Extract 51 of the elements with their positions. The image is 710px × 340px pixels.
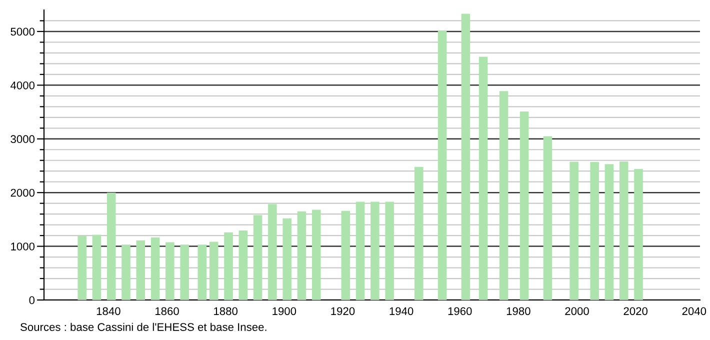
bar: [570, 162, 578, 300]
y-tick-label: 3000: [10, 135, 35, 144]
bar: [619, 161, 628, 300]
bar: [198, 244, 207, 300]
bar: [312, 210, 321, 300]
x-tick-label: 2000: [565, 307, 589, 316]
y-tick-label: 2000: [10, 188, 35, 197]
bar: [478, 56, 488, 300]
bar: [150, 237, 160, 300]
bar: [414, 166, 424, 300]
bar: [634, 168, 643, 300]
x-tick-label: 2040: [682, 307, 706, 316]
bar: [370, 202, 380, 300]
x-tick-label: 1860: [155, 307, 179, 316]
bar: [106, 192, 116, 300]
bar: [253, 215, 262, 300]
bar: [78, 236, 86, 300]
bar: [268, 204, 277, 300]
bar: [209, 242, 218, 300]
x-tick-label: 1920: [331, 307, 355, 316]
x-tick-label: 1940: [390, 307, 414, 316]
x-tick-label: 1980: [506, 307, 530, 316]
bar: [238, 230, 248, 300]
bar: [180, 244, 189, 300]
bar: [282, 218, 292, 300]
bar: [166, 242, 174, 300]
y-tick-label: 5000: [10, 28, 35, 36]
bar: [543, 136, 552, 300]
bar: [461, 14, 470, 300]
bar: [590, 162, 599, 300]
bar: [341, 210, 350, 300]
bar: [499, 91, 508, 300]
x-tick-label: 1840: [96, 307, 120, 316]
y-tick-label: 0: [29, 296, 35, 304]
bar: [92, 234, 102, 300]
bar: [385, 202, 394, 300]
bar: [297, 211, 306, 300]
x-tick-label: 1900: [272, 307, 296, 316]
x-tick-label: 1880: [214, 307, 238, 316]
bar: [122, 244, 130, 300]
y-tick-label: 1000: [11, 242, 35, 250]
bar: [438, 30, 447, 300]
y-tick-label: 4000: [10, 81, 35, 90]
bar: [224, 232, 233, 300]
x-tick-label: 1960: [448, 307, 472, 316]
bar: [520, 112, 529, 300]
bar: [136, 240, 146, 300]
source-note: Sources : base Cassini de l'EHESS et base Insee.: [20, 322, 266, 331]
x-tick-label: 2020: [624, 307, 648, 316]
bar: [356, 202, 365, 300]
bar: [604, 164, 614, 300]
